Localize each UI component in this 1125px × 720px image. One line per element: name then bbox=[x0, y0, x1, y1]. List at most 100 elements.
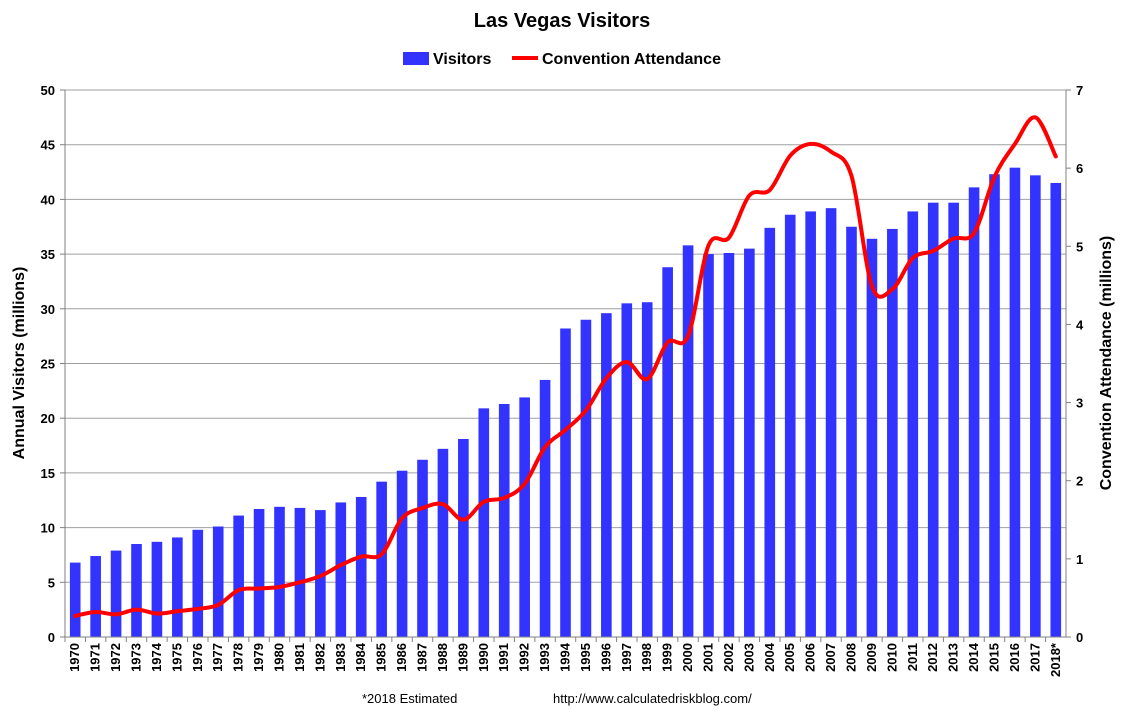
legend-convention-label: Convention Attendance bbox=[542, 51, 721, 68]
right-axis-ticks: 0 1 2 3 4 5 6 7 bbox=[1066, 83, 1084, 645]
x-tick-label-1970: 1970 bbox=[67, 643, 82, 672]
x-tick-label-1985: 1985 bbox=[374, 643, 389, 672]
left-tick-label-35: 35 bbox=[41, 247, 55, 262]
x-tick-label-1975: 1975 bbox=[169, 643, 184, 672]
x-tick-label-2006: 2006 bbox=[803, 643, 818, 672]
left-tick-label-25: 25 bbox=[41, 357, 55, 372]
right-tick-label-1: 1 bbox=[1076, 552, 1083, 567]
x-tick-label-1979: 1979 bbox=[251, 643, 266, 672]
bar-2009 bbox=[866, 238, 878, 637]
right-tick-label-4: 4 bbox=[1076, 317, 1084, 332]
x-tick-label-2012: 2012 bbox=[925, 643, 940, 672]
x-tick-label-1978: 1978 bbox=[231, 643, 246, 672]
bar-1977 bbox=[212, 526, 224, 637]
bar-2004 bbox=[764, 227, 776, 637]
x-tick-label-1972: 1972 bbox=[108, 643, 123, 672]
bar-1994 bbox=[560, 328, 571, 637]
x-tick-label-2000: 2000 bbox=[680, 643, 695, 672]
left-tick-label-20: 20 bbox=[41, 411, 55, 426]
x-tick-label-1974: 1974 bbox=[149, 642, 164, 672]
bar-2005 bbox=[784, 214, 796, 637]
bar-2017 bbox=[1030, 175, 1041, 637]
footer-note: *2018 Estimated bbox=[362, 691, 457, 706]
legend: Visitors Convention Attendance bbox=[403, 51, 721, 68]
bar-2002 bbox=[723, 253, 735, 638]
x-tick-label-2010: 2010 bbox=[884, 643, 899, 672]
x-tick-label-2004: 2004 bbox=[762, 642, 777, 672]
x-tick-label-2011: 2011 bbox=[905, 643, 920, 671]
x-tick-label-2017: 2017 bbox=[1027, 643, 1042, 672]
x-tick-label-1998: 1998 bbox=[639, 643, 654, 672]
bar-1979 bbox=[253, 509, 265, 637]
bar-2008 bbox=[846, 226, 857, 637]
legend-visitors-label: Visitors bbox=[433, 51, 492, 68]
left-tick-label-50: 50 bbox=[41, 83, 55, 98]
bar-2007 bbox=[825, 208, 837, 638]
convention-line bbox=[73, 115, 1058, 618]
x-tick-label-2002: 2002 bbox=[721, 643, 736, 672]
right-tick-label-3: 3 bbox=[1076, 396, 1083, 411]
bar-2014 bbox=[968, 187, 980, 637]
bar-1987 bbox=[417, 459, 428, 637]
bar-1980 bbox=[274, 506, 285, 637]
left-axis-ticks: 0 5 10 15 20 25 30 35 40 45 50 bbox=[41, 83, 65, 645]
bar-1990 bbox=[478, 408, 490, 637]
x-tick-label-1989: 1989 bbox=[455, 643, 470, 672]
x-tick-label-1991: 1991 bbox=[496, 643, 511, 672]
x-tick-label-1988: 1988 bbox=[435, 643, 450, 672]
bar-2010 bbox=[887, 228, 898, 638]
bar-1978 bbox=[233, 515, 244, 637]
right-tick-label-2: 2 bbox=[1076, 474, 1083, 489]
x-tick-label-2014: 2014 bbox=[966, 642, 981, 672]
x-tick-label-1996: 1996 bbox=[598, 643, 613, 672]
right-tick-label-6: 6 bbox=[1076, 161, 1083, 176]
x-tick-label-1980: 1980 bbox=[272, 643, 287, 672]
bar-2001 bbox=[703, 254, 714, 637]
x-tick-label-1971: 1971 bbox=[88, 643, 103, 672]
x-tick-label-1997: 1997 bbox=[619, 643, 634, 672]
bar-1989 bbox=[458, 438, 469, 637]
legend-visitors-swatch bbox=[403, 52, 429, 65]
bar-2006 bbox=[805, 211, 816, 637]
bar-1995 bbox=[580, 319, 592, 637]
left-tick-label-45: 45 bbox=[41, 138, 55, 153]
bar-1972 bbox=[110, 550, 122, 637]
bar-1984 bbox=[355, 496, 367, 637]
x-tick-label-2018*: 2018* bbox=[1048, 642, 1063, 677]
y-axis-label: Annual Visitors (millions) bbox=[11, 267, 28, 460]
bar-1993 bbox=[539, 379, 551, 637]
x-tick-label-1982: 1982 bbox=[312, 643, 327, 672]
x-tick-label-2005: 2005 bbox=[782, 643, 797, 672]
bar-1971 bbox=[90, 556, 101, 637]
left-tick-label-10: 10 bbox=[41, 521, 55, 536]
bar-2018* bbox=[1050, 182, 1062, 638]
bar-1973 bbox=[131, 544, 142, 637]
x-axis-ticks: 1970 1971 1972 1973 1974 1975 1976 1977 1978 1979… bbox=[64, 637, 1063, 677]
bar-1985 bbox=[376, 481, 387, 637]
x-tick-label-2013: 2013 bbox=[946, 643, 961, 672]
bar-1991 bbox=[498, 403, 510, 637]
right-tick-label-0: 0 bbox=[1076, 630, 1083, 645]
bar-1970 bbox=[69, 562, 81, 637]
bar-1986 bbox=[396, 470, 408, 637]
bar-2011 bbox=[907, 211, 919, 637]
chart-title: Las Vegas Visitors bbox=[474, 10, 650, 32]
bar-1997 bbox=[621, 303, 633, 637]
bar-2013 bbox=[948, 202, 959, 637]
x-tick-label-1993: 1993 bbox=[537, 643, 552, 672]
bar-2016 bbox=[1009, 167, 1021, 637]
x-tick-label-2008: 2008 bbox=[844, 643, 859, 672]
x-tick-label-1976: 1976 bbox=[190, 643, 205, 672]
bar-1998 bbox=[641, 302, 653, 637]
right-tick-label-5: 5 bbox=[1076, 239, 1083, 254]
bar-2015 bbox=[989, 174, 1000, 637]
x-tick-label-1999: 1999 bbox=[660, 643, 675, 672]
bar-2012 bbox=[927, 202, 939, 637]
bar-1999 bbox=[662, 267, 673, 637]
x-tick-label-1995: 1995 bbox=[578, 643, 593, 672]
x-tick-label-2009: 2009 bbox=[864, 643, 879, 672]
x-tick-label-2007: 2007 bbox=[823, 643, 838, 672]
left-tick-label-5: 5 bbox=[48, 575, 55, 590]
x-tick-label-2001: 2001 bbox=[701, 643, 716, 672]
